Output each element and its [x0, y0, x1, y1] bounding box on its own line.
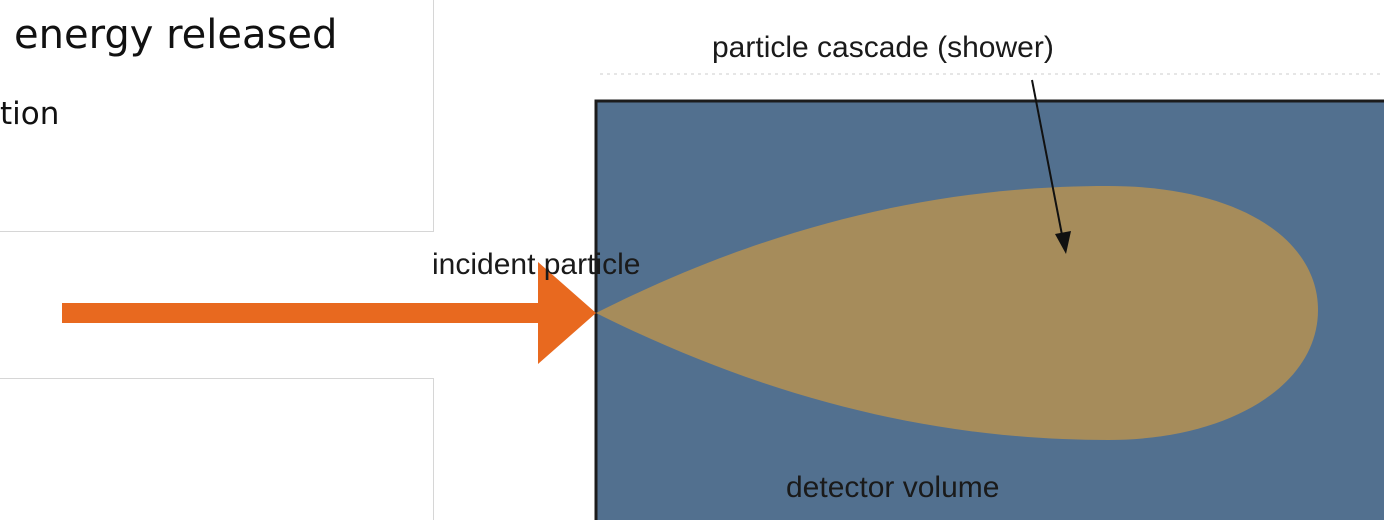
- cascade-pointer-arrowhead: [1055, 231, 1071, 254]
- incident-particle-arrow: [62, 262, 596, 364]
- text-box-bottom: [0, 378, 434, 520]
- incident-particle-label: incident particle: [432, 248, 641, 281]
- particle-shower: [596, 186, 1318, 440]
- text-box-top: [0, 0, 434, 232]
- cascade-pointer-line: [1031, 79, 1064, 241]
- slide-text-fragment: energy released tion: [0, 0, 560, 520]
- detector-volume-label: detector volume: [786, 471, 1000, 504]
- slide-headline: energy released: [14, 12, 338, 58]
- particle-cascade-label: particle cascade (shower): [712, 31, 1054, 64]
- slide-subline: tion: [0, 96, 60, 132]
